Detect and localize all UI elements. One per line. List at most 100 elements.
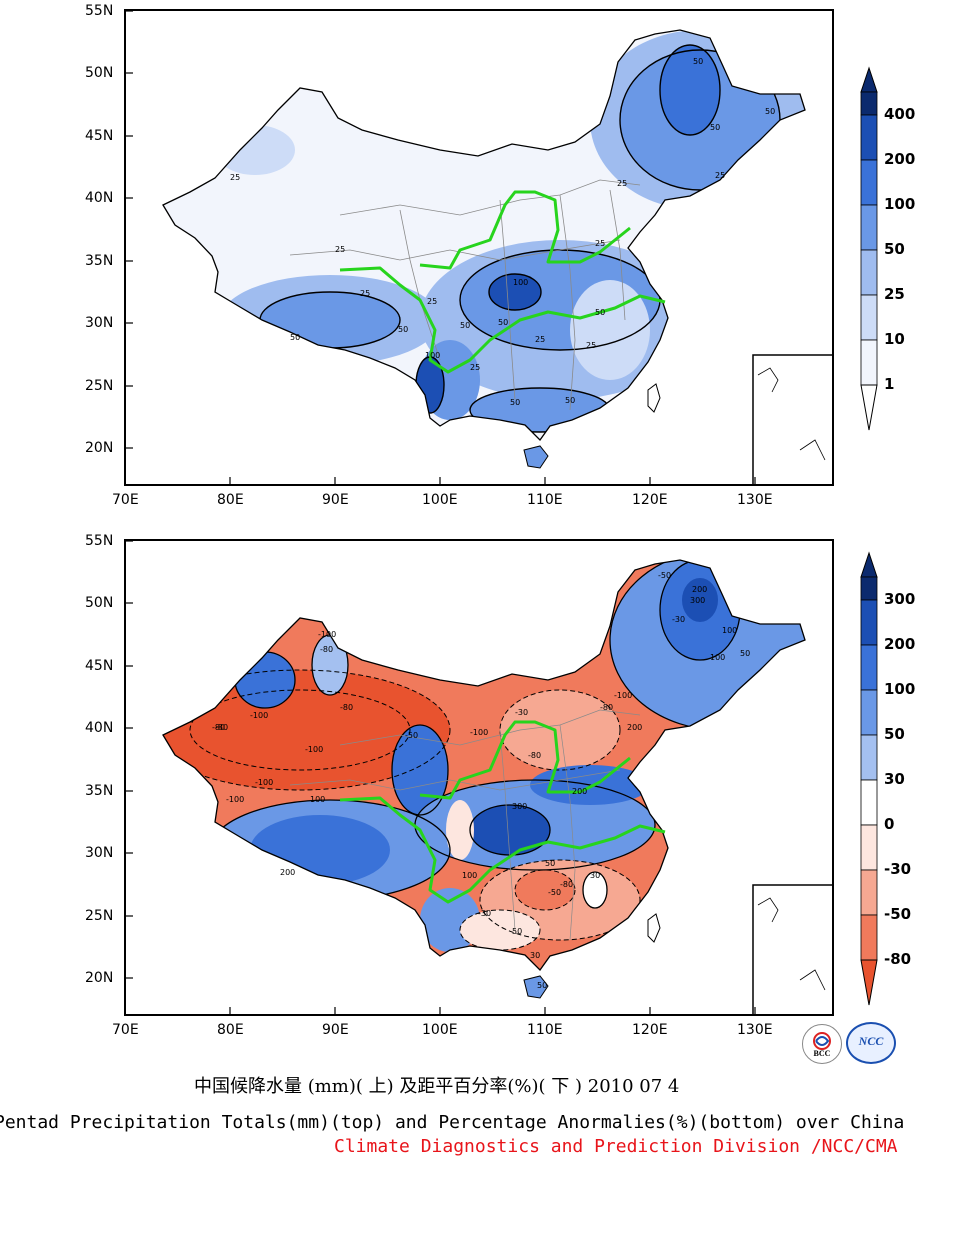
colorbar-label: 25 xyxy=(884,285,905,303)
contour-label: -100 xyxy=(255,778,273,787)
lat-label: 50N xyxy=(85,65,114,81)
lat-label: 25N xyxy=(85,908,114,924)
lat-label: 20N xyxy=(85,970,114,986)
colorbar-label: 1 xyxy=(884,375,895,393)
lat-label: 50N xyxy=(85,595,114,611)
contour-label: 50 xyxy=(498,318,508,327)
lat-label: 30N xyxy=(85,315,114,331)
lat-label: 25N xyxy=(85,378,114,394)
contour-label: 50 xyxy=(595,308,605,317)
lon-label: 70E xyxy=(112,492,139,508)
lon-label: 80E xyxy=(217,492,244,508)
contour-label: 100 xyxy=(710,653,725,662)
contour-label: 200 xyxy=(692,585,707,594)
lat-label: 35N xyxy=(85,253,114,269)
contour-label: 50 xyxy=(398,325,408,334)
map-frame-bottom xyxy=(124,539,834,1016)
contour-label: 25 xyxy=(535,335,545,344)
contour-label: -80 xyxy=(340,703,353,712)
colorbar-top xyxy=(860,66,878,431)
contour-label: 50 xyxy=(765,107,775,116)
contour-label: 100 xyxy=(310,795,325,804)
precipitation-map-top: 50 50 50 25 25 25 25 100 50 50 25 25 25 … xyxy=(0,0,960,520)
contour-label: 25 xyxy=(230,173,240,182)
anomaly-shading xyxy=(163,560,805,970)
caption-english: Pentad Precipitation Totals(mm)(top) and… xyxy=(0,1112,905,1133)
colorbar-label: 0 xyxy=(884,815,895,833)
contour-label-group: 50 50 50 25 25 25 25 100 50 50 25 25 25 … xyxy=(230,57,775,407)
lat-label: 40N xyxy=(85,190,114,206)
contour-label: 50 xyxy=(545,859,555,868)
contour-label: 200 xyxy=(280,868,295,877)
contour-label: 25 xyxy=(715,171,725,180)
colorbar-label: -80 xyxy=(884,950,912,968)
lon-label: 90E xyxy=(322,492,349,508)
precip-map-svg: 50 50 50 25 25 25 25 100 50 50 25 25 25 … xyxy=(124,9,878,486)
contour-label: 50 xyxy=(710,123,720,132)
anomaly-label-group: -100 -80 -100 -80 -100 -50 -100 -80 -100… xyxy=(212,571,750,990)
contour-label: 25 xyxy=(427,297,437,306)
contour-label: -80 xyxy=(212,723,225,732)
colorbar-label: 50 xyxy=(884,725,905,743)
contour-label: 100 xyxy=(462,871,477,880)
south-china-sea-inset-bottom xyxy=(752,884,834,1016)
province-borders-bottom xyxy=(289,709,641,941)
contour-label: 100 xyxy=(425,351,440,360)
lon-label: 100E xyxy=(422,492,458,508)
colorbar-label: 200 xyxy=(884,635,916,653)
contour-label: -100 xyxy=(614,691,632,700)
lat-label: 30N xyxy=(85,845,114,861)
contour-label: -80 xyxy=(600,703,613,712)
river-lines xyxy=(339,190,666,374)
contour-label: 25 xyxy=(360,289,370,298)
anomaly-map-bottom: -100 -80 -100 -80 -100 -50 -100 -80 -100… xyxy=(0,530,960,1060)
lon-label: 100E xyxy=(422,1022,458,1038)
ncc-logo: NCC xyxy=(846,1022,896,1064)
contour-label: -30 xyxy=(478,909,491,918)
contour-label: -50 xyxy=(658,571,671,580)
contour-label: 50 xyxy=(512,927,522,936)
colorbar-label: 400 xyxy=(884,105,916,123)
lon-label: 110E xyxy=(527,1022,563,1038)
contour-label: 25 xyxy=(617,179,627,188)
contour-label: -100 xyxy=(226,795,244,804)
contour-label: 50 xyxy=(290,333,300,342)
contour-label: -80 xyxy=(528,751,541,760)
colorbar-label: 300 xyxy=(884,590,916,608)
map-frame xyxy=(124,9,834,486)
contour-label: -80 xyxy=(320,645,333,654)
south-china-sea-inset xyxy=(752,354,834,486)
caption-chinese: 中国候降水量 (mm)( 上) 及距平百分率(%)( 下 ) 2010 07 4 xyxy=(194,1076,680,1097)
colorbar-label: 100 xyxy=(884,680,916,698)
lon-label: 90E xyxy=(322,1022,349,1038)
river-lines-bottom xyxy=(339,720,666,904)
contour-label: 25 xyxy=(335,245,345,254)
lon-label: 120E xyxy=(632,1022,668,1038)
contour-label: -50 xyxy=(405,731,418,740)
lon-label: 80E xyxy=(217,1022,244,1038)
colorbar-label: 50 xyxy=(884,240,905,258)
colorbar-label: -50 xyxy=(884,905,912,923)
contour-label: 50 xyxy=(740,649,750,658)
contour-label: 25 xyxy=(586,341,596,350)
caption-division: Climate Diagnostics and Prediction Divis… xyxy=(334,1136,898,1157)
ncc-logo-text: NCC xyxy=(858,1034,884,1048)
contour-label: 300 xyxy=(690,596,705,605)
lat-label: 55N xyxy=(85,533,114,549)
lon-label: 110E xyxy=(527,492,563,508)
contour-label: 50 xyxy=(693,57,703,66)
precip-shading xyxy=(163,30,805,440)
lat-label: 45N xyxy=(85,658,114,674)
contour-label: 300 xyxy=(512,802,527,811)
lat-label: 55N xyxy=(85,3,114,19)
lon-label: 120E xyxy=(632,492,668,508)
lon-label: 130E xyxy=(737,492,773,508)
contour-label: -30 xyxy=(672,615,685,624)
contour-label: 200 xyxy=(627,723,642,732)
contour-label: 50 xyxy=(510,398,520,407)
contour-label: 25 xyxy=(595,239,605,248)
contour-label: -100 xyxy=(318,630,336,639)
bcc-logo: BCC xyxy=(802,1024,842,1064)
contour-label: -30 xyxy=(515,708,528,717)
colorbar-bottom xyxy=(860,551,878,1006)
